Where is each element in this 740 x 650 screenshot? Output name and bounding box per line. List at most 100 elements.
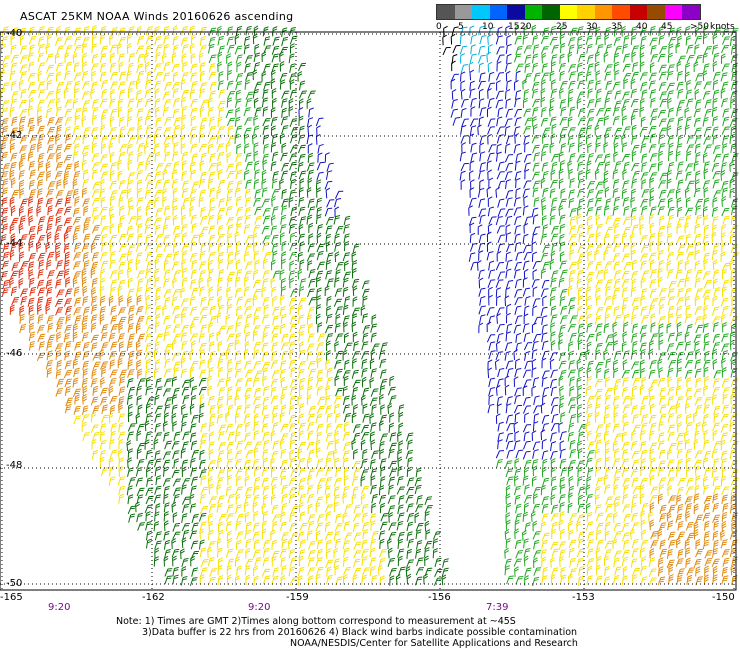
wind-barb [604, 404, 611, 415]
wind-barb [344, 296, 351, 306]
wind-barb [524, 54, 532, 64]
wind-barb [135, 501, 140, 513]
wind-barb [640, 260, 647, 271]
wind-barb [253, 307, 262, 316]
wind-barb [126, 43, 132, 54]
wind-barb [730, 28, 739, 37]
wind-barb [658, 34, 665, 45]
wind-barb [236, 565, 242, 576]
wind-barb [216, 188, 222, 199]
wind-barb [262, 485, 270, 496]
wind-barb [244, 360, 252, 370]
wind-barb [675, 143, 683, 153]
wind-barb [721, 187, 728, 198]
wind-barb [19, 109, 28, 118]
wind-barb [649, 196, 655, 207]
wind-barb [208, 36, 216, 47]
lat-label: -46 [6, 348, 23, 359]
wind-barb [370, 332, 377, 343]
wind-barb [568, 261, 578, 270]
wind-barb [73, 72, 82, 81]
map-title: ASCAT 25KM NOAA Winds 20160626 ascending [20, 10, 294, 23]
wind-barb [281, 350, 289, 361]
wind-barb [172, 574, 179, 585]
wind-barb [198, 178, 206, 189]
wind-barb [505, 208, 514, 217]
wind-barb [639, 547, 645, 559]
wind-barb [245, 421, 251, 433]
wind-barb [146, 70, 153, 81]
wind-barb [720, 251, 726, 262]
wind-barb [721, 566, 728, 577]
wind-barb [720, 232, 726, 244]
wind-barb [703, 81, 712, 90]
wind-barb [235, 378, 243, 387]
wind-barb [569, 414, 577, 424]
wind-barb [209, 305, 216, 316]
wind-barb [307, 243, 315, 253]
wind-barb [595, 331, 602, 342]
wind-barb [126, 70, 132, 82]
wind-barb [568, 539, 577, 549]
wind-barb [667, 431, 675, 441]
wind-barb [37, 269, 44, 279]
wind-barb [478, 88, 484, 100]
wind-barb [118, 402, 123, 414]
wind-barb [335, 313, 341, 325]
wind-barb [505, 268, 512, 279]
wind-barb [91, 206, 99, 217]
wind-barb [657, 232, 663, 243]
wind-barb [118, 261, 126, 271]
wind-barb [298, 90, 308, 99]
wind-barb [648, 72, 657, 82]
wind-barb [596, 394, 602, 405]
wind-barb [513, 324, 521, 334]
wind-barb [605, 376, 611, 388]
wind-barb [577, 35, 583, 46]
wind-barb [18, 27, 27, 37]
wind-barb [207, 357, 213, 369]
wind-barb [254, 169, 260, 180]
wind-barb [514, 297, 523, 306]
wind-barb [704, 144, 712, 153]
wind-barb [515, 45, 523, 55]
wind-barb [720, 53, 726, 64]
wind-barb [506, 34, 512, 46]
wind-barb [200, 324, 208, 334]
wind-barb [82, 169, 89, 180]
wind-barb [542, 244, 551, 254]
wind-barb [567, 324, 576, 333]
wind-barb [478, 305, 486, 315]
wind-barb [559, 99, 566, 109]
wind-barb [109, 439, 115, 450]
wind-barb [1, 187, 9, 198]
wind-barb [704, 126, 712, 136]
wind-barb [271, 484, 277, 495]
wind-barb [227, 431, 235, 441]
wind-barb [569, 439, 576, 450]
wind-barb [479, 151, 486, 162]
wind-barb [558, 277, 565, 288]
wind-barb [317, 152, 323, 163]
wind-barb [371, 450, 379, 460]
wind-barb [54, 37, 63, 46]
wind-barb [172, 197, 178, 208]
wind-barb [28, 196, 34, 207]
wind-barb [648, 125, 657, 135]
wind-barb [666, 548, 673, 559]
wind-barb [712, 89, 720, 100]
wind-barb [506, 303, 512, 315]
wind-barb [198, 133, 205, 144]
wind-barb [623, 53, 631, 63]
wind-barb [100, 196, 106, 208]
wind-barb [477, 124, 482, 136]
wind-barb [333, 395, 342, 405]
wind-barb [287, 538, 293, 550]
wind-barb [326, 367, 333, 378]
wind-barb [567, 431, 574, 442]
wind-barb [19, 313, 25, 324]
wind-barb [36, 205, 42, 217]
wind-barb [649, 519, 655, 531]
wind-barb [640, 198, 649, 208]
